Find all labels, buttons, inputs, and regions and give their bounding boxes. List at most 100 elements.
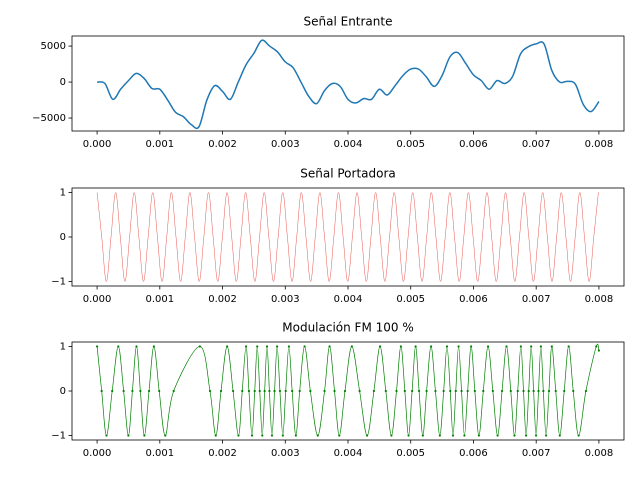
signal-marker xyxy=(111,389,114,393)
signal-marker xyxy=(519,345,522,348)
signal-marker xyxy=(539,345,542,348)
signal-marker xyxy=(303,345,306,348)
signal-marker xyxy=(117,345,120,348)
x-tick-label: 0.004 xyxy=(334,294,363,305)
signal-marker xyxy=(343,389,347,393)
x-tick-label: 0.005 xyxy=(396,448,425,459)
signal-marker xyxy=(241,389,244,393)
signal-marker xyxy=(542,389,545,393)
signal-marker xyxy=(219,389,223,393)
signal-marker xyxy=(482,389,485,393)
signal-marker xyxy=(366,434,369,437)
signal-marker xyxy=(522,389,525,393)
signal-marker xyxy=(250,434,254,437)
signal-marker xyxy=(572,389,575,393)
signal-marker xyxy=(372,389,376,393)
axes-frame xyxy=(71,35,625,132)
signal-marker xyxy=(278,389,282,393)
signal-marker xyxy=(333,389,336,393)
x-tick-label: 0.003 xyxy=(271,294,300,305)
signal-marker xyxy=(500,389,504,393)
signal-line xyxy=(96,192,599,282)
signal-marker xyxy=(95,345,99,348)
signal-marker xyxy=(445,345,449,348)
signal-marker xyxy=(214,434,217,437)
signal-marker xyxy=(105,434,108,437)
signal-marker xyxy=(595,345,598,348)
signal-marker xyxy=(258,389,261,393)
signal-marker xyxy=(172,389,175,393)
signal-marker xyxy=(147,389,151,393)
signal-marker xyxy=(516,389,519,393)
y-tick-label: 0 xyxy=(60,386,66,397)
signal-marker xyxy=(198,345,201,348)
subplot-title: Señal Portadora xyxy=(300,167,396,181)
signal-marker xyxy=(122,389,125,393)
signal-marker xyxy=(226,345,229,348)
x-tick-label: 0.003 xyxy=(271,139,300,150)
x-tick-label: 0.005 xyxy=(396,294,425,305)
x-tick-label: 0.008 xyxy=(585,139,614,150)
signal-line xyxy=(96,39,600,130)
x-tick-label: 0.003 xyxy=(271,448,300,459)
signal-marker xyxy=(470,345,473,348)
signal-marker xyxy=(473,389,476,393)
signal-marker xyxy=(460,389,463,393)
signal-marker xyxy=(284,389,287,393)
x-tick-label: 0.000 xyxy=(83,139,112,150)
subplot: Señal Entrante 0.000 0.001 0.002 0.003 0.004 0… xyxy=(32,15,625,150)
y-tick-label: 0 xyxy=(60,232,66,243)
x-tick-label: 0.000 xyxy=(83,294,112,305)
signal-marker xyxy=(261,434,264,437)
signal-marker xyxy=(513,434,516,437)
signal-marker xyxy=(429,345,433,348)
x-tick-label: 0.007 xyxy=(522,139,551,150)
signal-marker xyxy=(438,434,441,437)
axes-frame xyxy=(71,187,625,287)
signal-marker xyxy=(139,389,142,393)
signal-marker xyxy=(256,345,259,348)
signal-marker xyxy=(597,349,601,352)
signal-marker xyxy=(550,345,553,348)
x-tick-label: 0.006 xyxy=(459,139,488,150)
x-tick-label: 0.007 xyxy=(522,448,551,459)
signal-marker xyxy=(537,389,540,393)
signal-marker xyxy=(544,434,548,437)
x-tick-label: 0.002 xyxy=(208,294,237,305)
signal-marker xyxy=(524,434,528,437)
signal-marker xyxy=(316,434,319,437)
signal-marker xyxy=(421,434,424,437)
signal-marker xyxy=(449,389,452,393)
signal-marker xyxy=(567,345,570,348)
signal-marker xyxy=(378,345,382,348)
signal-marker xyxy=(287,345,291,348)
signal-marker xyxy=(527,389,530,393)
signal-marker xyxy=(131,389,134,393)
x-tick-label: 0.001 xyxy=(145,448,174,459)
signal-marker xyxy=(414,345,417,348)
signal-marker xyxy=(547,389,551,393)
x-tick-label: 0.005 xyxy=(396,139,425,150)
signal-marker xyxy=(294,434,297,437)
signal-marker xyxy=(477,434,481,437)
signal-marker xyxy=(491,389,494,393)
signal-marker xyxy=(270,434,274,437)
y-tick-label: −1 xyxy=(51,431,66,442)
signal-marker xyxy=(530,345,533,348)
signal-marker xyxy=(509,389,512,393)
signal-marker xyxy=(442,389,445,393)
signal-marker xyxy=(425,389,428,393)
x-tick-label: 0.001 xyxy=(145,294,174,305)
subplot-title: Señal Entrante xyxy=(304,15,393,29)
signal-marker xyxy=(164,434,167,437)
signal-marker xyxy=(411,389,414,393)
signal-marker xyxy=(281,434,284,437)
subplot: Modulación FM 100 % 0.000 0.001 0.002 0.003 0… xyxy=(51,321,625,459)
signal-marker xyxy=(127,434,130,437)
signal-marker xyxy=(135,345,138,348)
signal-marker xyxy=(563,389,566,393)
signal-marker xyxy=(276,345,279,348)
x-tick-label: 0.006 xyxy=(459,448,488,459)
subplot: Señal Portadora 0.000 0.001 0.002 0.003 0.004… xyxy=(51,167,625,305)
